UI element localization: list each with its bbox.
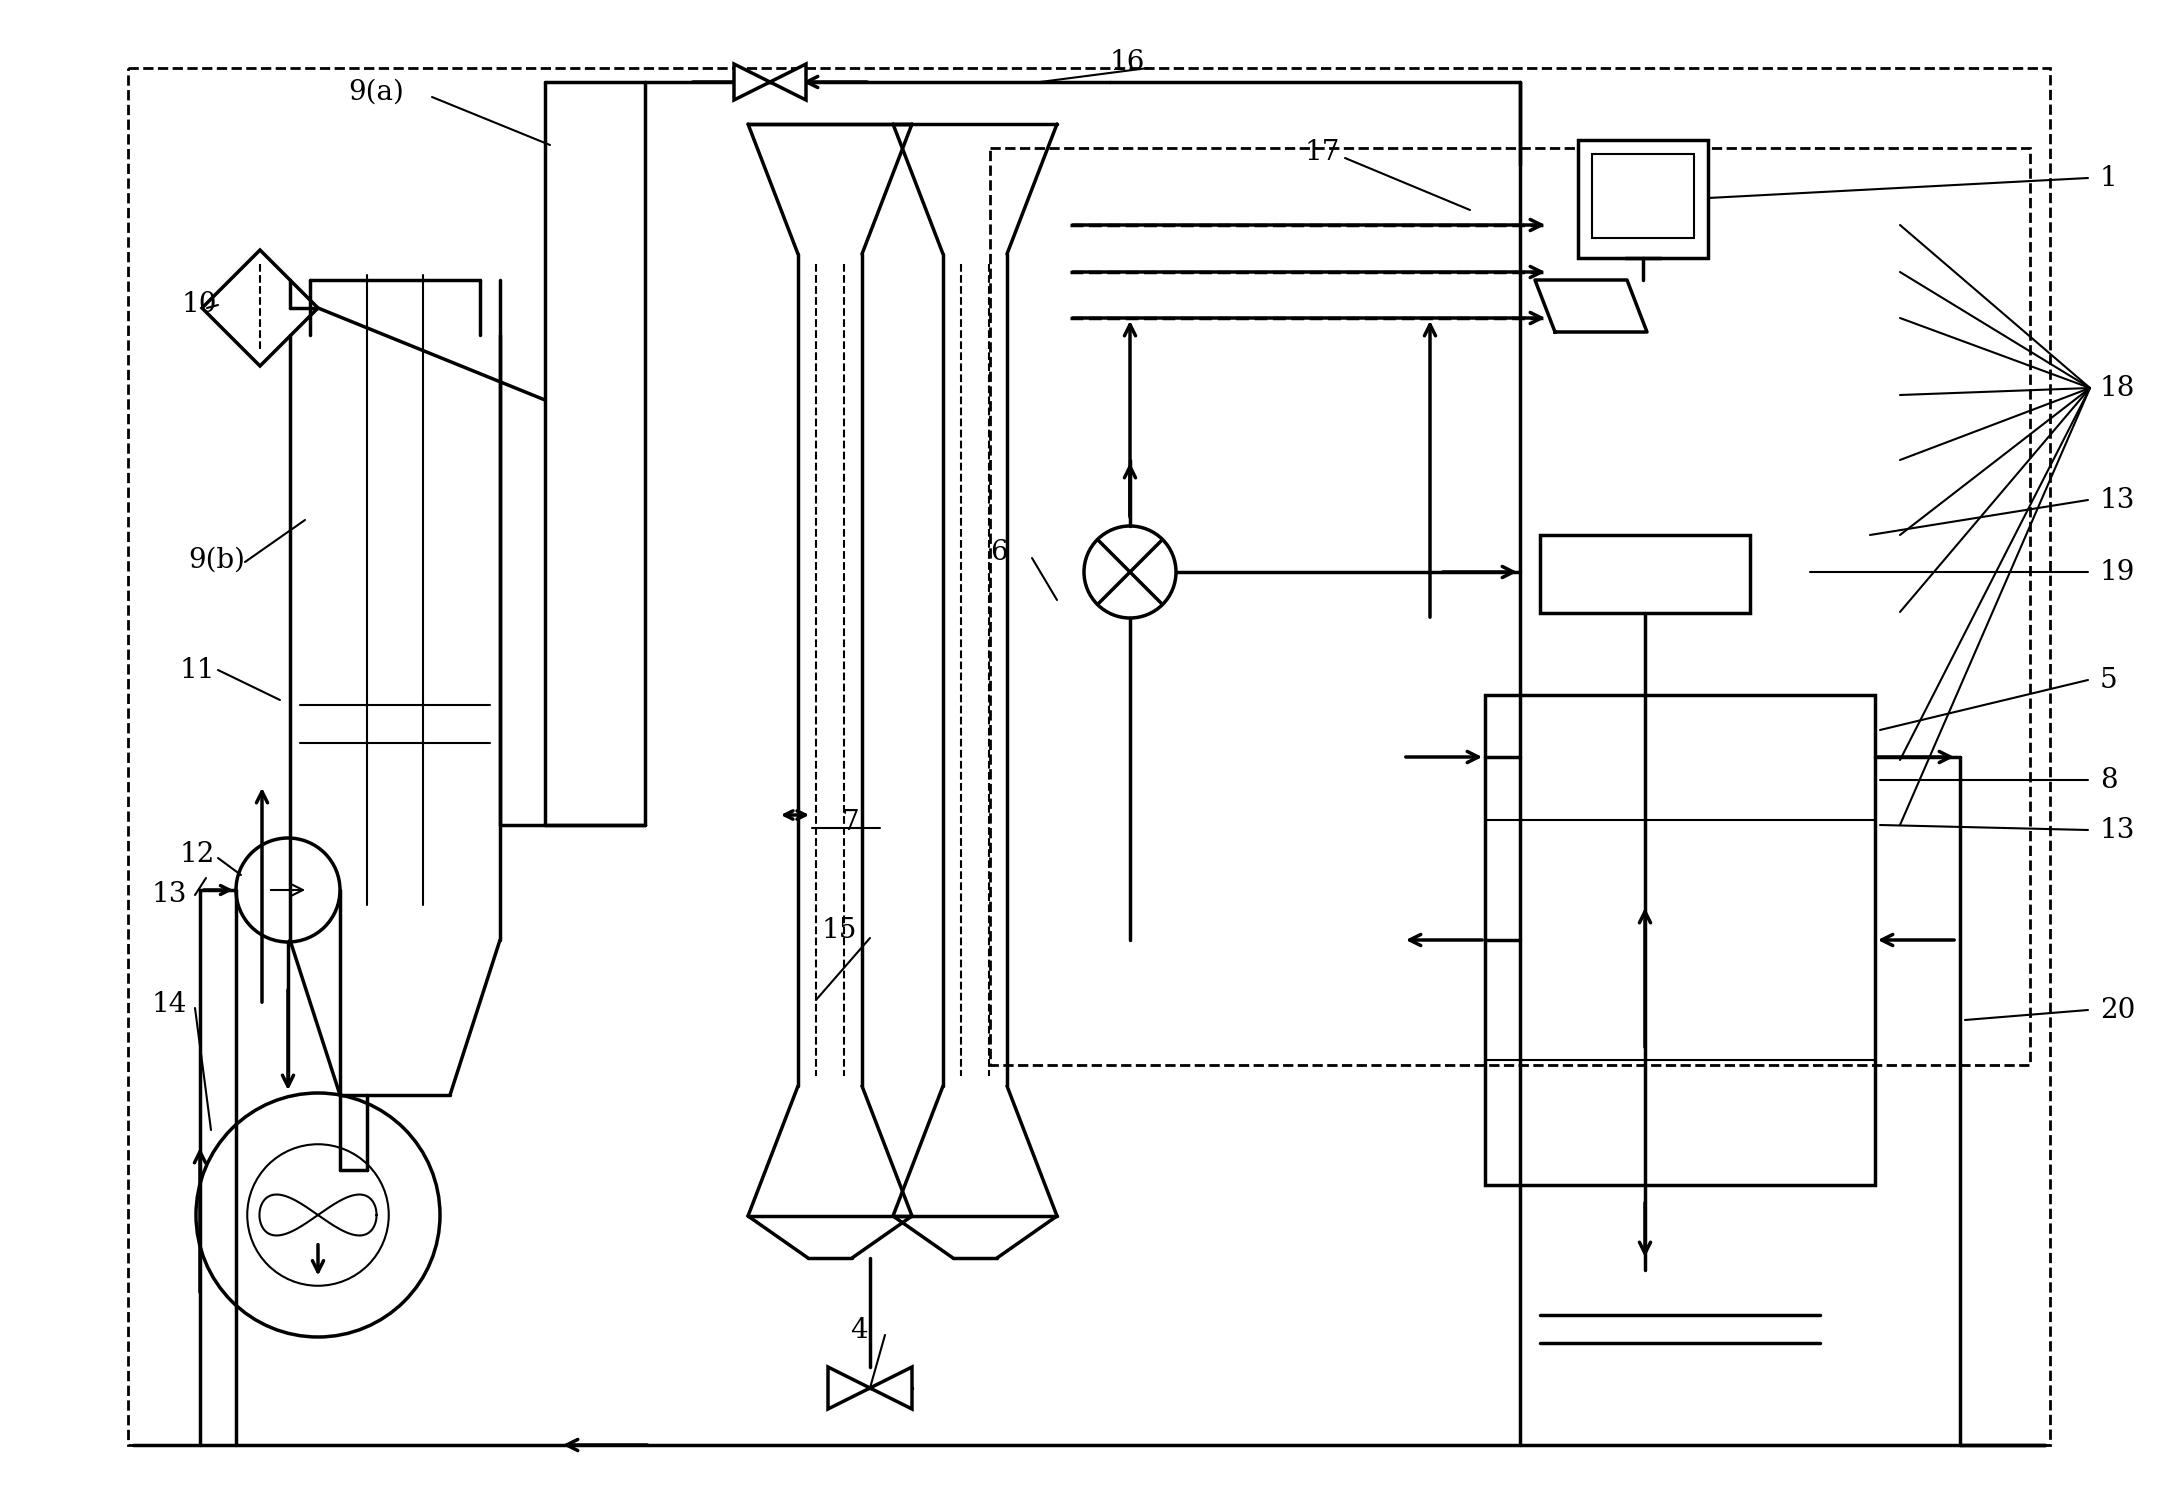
Polygon shape — [770, 64, 806, 100]
Text: 13: 13 — [152, 881, 186, 909]
Text: 20: 20 — [2101, 996, 2135, 1024]
Polygon shape — [1535, 280, 1648, 333]
Text: 13: 13 — [2101, 487, 2135, 514]
Text: 17: 17 — [1305, 139, 1340, 165]
Bar — [1578, 141, 1708, 259]
Text: 5: 5 — [2101, 667, 2118, 694]
Text: 8: 8 — [2101, 767, 2118, 794]
Bar — [1591, 154, 1693, 237]
Text: 19: 19 — [2101, 558, 2135, 585]
Polygon shape — [869, 1367, 913, 1409]
Bar — [1539, 535, 1750, 612]
Text: 11: 11 — [180, 656, 215, 683]
Text: 4: 4 — [850, 1317, 867, 1344]
Text: 15: 15 — [822, 916, 856, 943]
Bar — [128, 68, 2051, 1445]
Text: 16: 16 — [1110, 48, 1145, 76]
Text: 9(a): 9(a) — [349, 79, 403, 106]
Polygon shape — [735, 64, 770, 100]
Text: 18: 18 — [2101, 375, 2135, 402]
Text: 10: 10 — [182, 292, 217, 319]
Text: 7: 7 — [841, 809, 861, 836]
Text: 6: 6 — [991, 538, 1008, 565]
Polygon shape — [1578, 141, 1708, 259]
Text: 12: 12 — [180, 842, 215, 868]
Polygon shape — [828, 1367, 869, 1409]
Text: 14: 14 — [152, 992, 186, 1019]
Text: 9(b): 9(b) — [189, 546, 245, 573]
Bar — [1485, 696, 1875, 1185]
Text: 1: 1 — [2101, 165, 2118, 192]
Bar — [991, 148, 2029, 1064]
Text: 13: 13 — [2101, 816, 2135, 844]
